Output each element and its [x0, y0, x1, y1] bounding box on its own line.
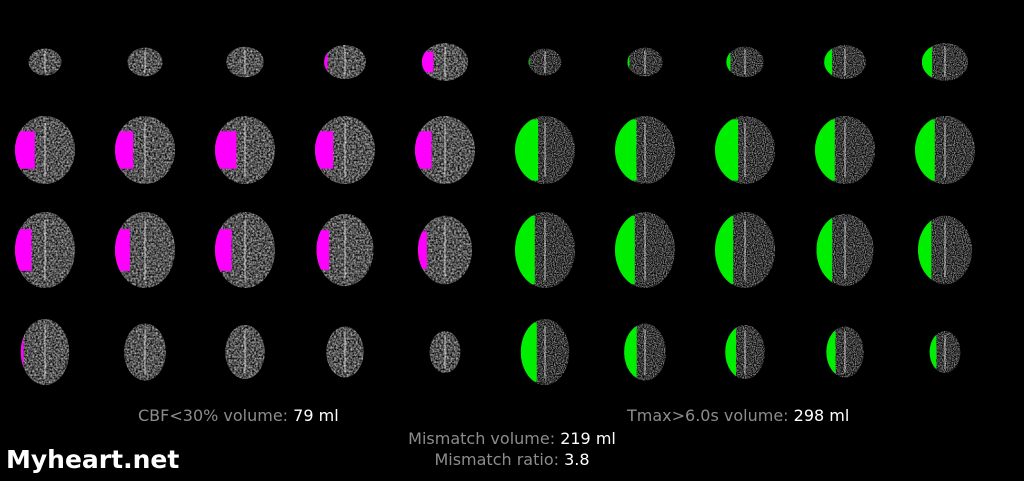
tmax-volume-value: 298 ml: [793, 406, 850, 425]
brain-slice: [324, 44, 366, 80]
mismatch-volume-label: Mismatch volume:: [408, 429, 556, 448]
tmax-volume-readout: Tmax>6.0s volume: 298 ml: [627, 406, 849, 425]
lesion-overlay: [918, 219, 932, 281]
brain-slice: [528, 48, 562, 76]
lesion-overlay: [715, 215, 734, 285]
brain-slice: [20, 319, 70, 385]
brain-slice: [726, 46, 764, 78]
brain-slice: [515, 212, 575, 288]
brain-slice: [15, 116, 75, 184]
lesion-overlay: [324, 52, 328, 72]
brain-slice: [124, 323, 166, 381]
brain-slice: [515, 116, 575, 184]
brain-slice: [615, 116, 675, 184]
cbf-volume-readout: CBF<30% volume: 79 ml: [138, 406, 339, 425]
watermark-logo: Myheart.net: [6, 445, 180, 474]
brain-slice: [315, 116, 375, 184]
lesion-overlay: [815, 119, 835, 181]
lesion-overlay: [418, 231, 427, 269]
brain-slice: [824, 44, 866, 80]
lesion-overlay: [215, 131, 237, 169]
brain-slice: [429, 331, 461, 373]
lesion-overlay: [15, 131, 35, 169]
brain-slice: [725, 325, 765, 379]
lesion-overlay: [615, 119, 637, 181]
lesion-overlay: [826, 329, 836, 375]
brain-slice: [115, 116, 175, 184]
brain-slice: [326, 326, 364, 378]
brain-slice: [520, 319, 570, 385]
lesion-overlay: [316, 230, 330, 270]
cbf-volume-value: 79 ml: [293, 406, 339, 425]
brain-slice: [226, 46, 264, 78]
brain-slice: [627, 47, 663, 77]
mismatch-ratio-value: 3.8: [564, 450, 590, 469]
lesion-overlay: [528, 49, 530, 75]
brain-slice: [215, 116, 275, 184]
lesion-overlay: [929, 333, 937, 371]
brain-slice: [115, 212, 175, 288]
lesion-overlay: [624, 326, 637, 378]
brain-slice: [815, 116, 875, 184]
lesion-overlay: [315, 131, 334, 169]
brain-slice: [15, 212, 75, 288]
tmax-volume-label: Tmax>6.0s volume:: [627, 406, 789, 425]
lesion-overlay: [615, 215, 635, 285]
lesion-overlay: [515, 119, 539, 181]
brain-slice: [918, 215, 972, 285]
brain-slice: [215, 212, 275, 288]
brain-slice: [915, 116, 975, 184]
lesion-overlay: [421, 51, 434, 73]
brain-slice: [715, 212, 775, 288]
lesion-overlay: [816, 217, 833, 283]
lesion-overlay: [627, 49, 630, 75]
brain-slice: [421, 43, 469, 81]
tmax-panel: [515, 43, 975, 385]
lesion-overlay: [20, 333, 24, 371]
lesion-overlay: [725, 327, 737, 377]
mismatch-volume-value: 219 ml: [560, 429, 616, 448]
lesion-overlay: [921, 44, 933, 80]
perfusion-slice-grid: [15, 43, 975, 385]
mismatch-volume-readout: Mismatch volume: 219 ml: [0, 429, 1024, 448]
lesion-overlay: [215, 229, 232, 271]
brain-slice: [921, 43, 969, 81]
brain-slice: [28, 48, 62, 76]
brain-slice: [418, 215, 472, 285]
brain-slice: [816, 213, 874, 287]
brain-slice: [615, 212, 675, 288]
cbf-volume-label: CBF<30% volume:: [138, 406, 289, 425]
brain-slice: [415, 116, 475, 184]
mismatch-ratio-label: Mismatch ratio:: [434, 450, 559, 469]
lesion-overlay: [520, 322, 537, 382]
brain-slice: [225, 325, 265, 379]
mismatch-ratio-readout: Mismatch ratio: 3.8: [0, 450, 1024, 469]
lesion-overlay: [115, 229, 130, 271]
lesion-overlay: [715, 119, 739, 181]
lesion-overlay: [824, 46, 833, 78]
brain-slice: [826, 326, 864, 378]
brain-slice: [316, 213, 374, 287]
brain-slice: [127, 47, 163, 77]
lesion-overlay: [515, 215, 535, 285]
brain-slice: [715, 116, 775, 184]
lesion-overlay: [115, 131, 134, 169]
brain-slice: [624, 323, 666, 381]
cbf-panel: [15, 43, 475, 385]
lesion-overlay: [15, 229, 32, 271]
lesion-overlay: [726, 48, 731, 76]
brain-slice: [929, 331, 961, 373]
lesion-overlay: [915, 119, 935, 181]
lesion-overlay: [415, 131, 432, 169]
